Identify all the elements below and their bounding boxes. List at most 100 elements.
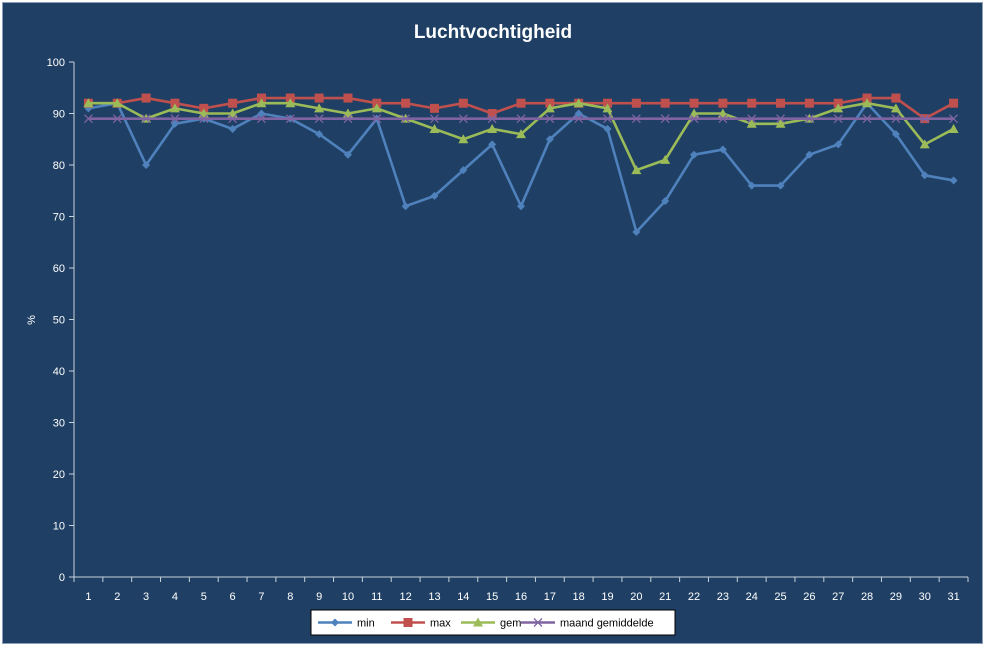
y-tick-label: 70 [53,212,65,224]
legend-item-gem: gem [461,617,521,630]
data-point-min [603,124,612,133]
marker-stroke [487,114,497,124]
data-point-max [718,98,728,108]
marker-stroke [401,114,411,124]
data-point-max [429,103,439,113]
marker-stroke [920,114,930,124]
data-point-maand-gemiddelde [199,114,209,124]
y-tick-label: 80 [53,160,65,172]
series-line-min [88,101,954,234]
marker-stroke [631,114,641,124]
data-point-maand-gemiddelde [776,114,786,124]
marker-stroke [112,114,122,124]
data-point-min [690,150,699,159]
x-tick-label: 17 [544,591,556,603]
y-tick-label: 90 [53,109,65,121]
data-point-maand-gemiddelde [314,114,324,124]
data-point-min [401,202,410,211]
x-tick-label: 1 [85,591,91,603]
x-tick-label: 6 [230,591,236,603]
data-point-maand-gemiddelde [631,114,641,124]
legend-label: gem [500,618,521,630]
x-tick-label: 18 [573,591,585,603]
marker-stroke [718,114,728,124]
marker-stroke [545,114,555,124]
data-point-maand-gemiddelde [660,114,670,124]
data-point-maand-gemiddelde [545,114,555,124]
data-point-min [718,145,727,154]
x-tick-label: 10 [342,591,354,603]
data-point-maand-gemiddelde [343,114,353,124]
data-point-min [228,124,237,133]
y-tick-label: 0 [59,572,65,584]
data-point-min [805,150,814,159]
marker-stroke [430,114,439,124]
data-point-gem [83,98,94,108]
data-point-min [949,176,958,185]
x-tick-label: 7 [258,591,264,603]
data-point-min [315,130,324,139]
data-point-gem [746,118,757,128]
marker-stroke [170,114,180,124]
legend-label: max [430,618,451,630]
data-point-maand-gemiddelde [170,114,180,124]
data-point-maand-gemiddelde [372,114,382,124]
marker-stroke [660,114,670,124]
series-min [84,99,958,236]
data-point-min [343,150,352,159]
marker-stroke [603,114,612,124]
data-point-maand-gemiddelde [689,114,699,124]
x-tick-label: 4 [172,591,178,603]
data-point-max [401,98,411,108]
marker-stroke [574,114,584,124]
data-point-maand-gemiddelde [112,114,122,124]
marker-stroke [862,114,872,124]
legend-item-min: min [318,618,375,630]
x-tick-label: 15 [486,591,498,603]
data-point-gem [833,103,844,113]
marker-stroke [804,114,814,124]
y-axis-title: % [26,315,38,325]
data-point-min [661,197,670,206]
data-point-gem [256,98,267,108]
data-point-max [256,93,266,103]
data-point-min [257,109,266,118]
legend: min max gem maand gemiddelde [310,609,676,636]
y-tick-label: 100 [47,57,65,69]
x-tick-label: 20 [630,591,642,603]
data-point-max [170,98,180,108]
data-point-max [199,103,209,113]
x-tick-label: 27 [832,591,844,603]
data-point-gem [487,123,498,133]
x-tick-label: 8 [287,591,293,603]
data-point-gem [948,123,959,133]
data-point-gem [314,103,325,113]
y-tick-label: 20 [53,469,65,481]
data-point-maand-gemiddelde [458,114,468,124]
legend-item-max: max [391,618,451,630]
data-point-gem [631,165,642,175]
x-tick-label: 14 [457,591,469,603]
x-tick-label: 5 [201,591,207,603]
data-point-gem [458,134,469,144]
y-tick-label: 40 [53,366,65,378]
data-point-min [834,140,843,149]
data-point-maand-gemiddelde [285,114,295,124]
marker-stroke [372,114,382,124]
data-point-gem [169,103,180,113]
data-point-max [285,93,295,103]
data-point-max [660,98,670,108]
data-point-maand-gemiddelde [228,114,238,124]
y-tick-label: 30 [53,418,65,430]
legend-swatch-marker [403,618,413,627]
x-tick-label: 31 [947,591,959,603]
data-point-max [776,98,786,108]
series-maand-gemiddelde [83,114,959,124]
data-point-max [372,98,382,108]
data-point-maand-gemiddelde [603,114,612,124]
data-point-max [314,93,324,103]
data-point-min [488,140,497,149]
data-point-max [343,93,353,103]
